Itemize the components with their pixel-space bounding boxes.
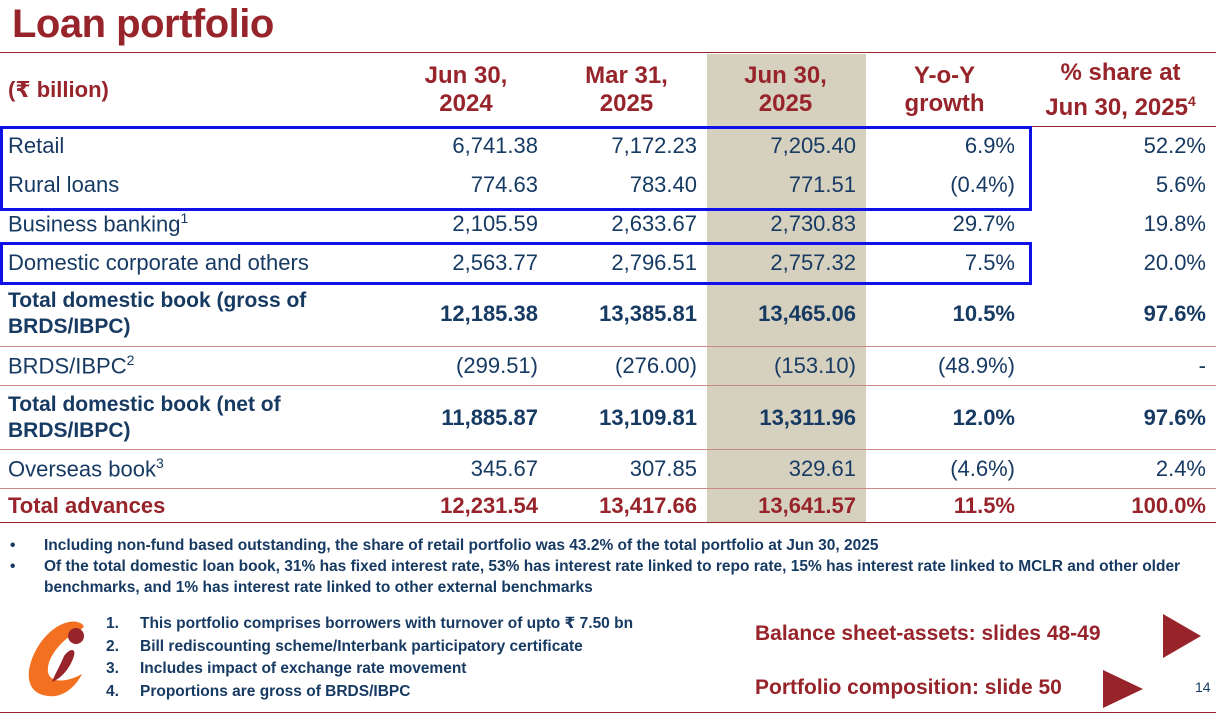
table-header: (₹ billion) Jun 30, 2024 Mar 31, 2025 Jun … [0, 54, 1216, 127]
note-item: Including non-fund based outstanding, th… [8, 535, 1218, 556]
row-total-gross: Total domestic book (gross of BRDS/IBPC)… [0, 282, 1216, 347]
cell-value: 2,796.51 [611, 250, 697, 275]
loan-portfolio-table: (₹ billion) Jun 30, 2024 Mar 31, 2025 Jun … [0, 54, 1216, 524]
row-label: BRDS/IBPC2 [0, 346, 386, 386]
cell-value: 12,185.38 [386, 282, 548, 347]
cell-value: 19.8% [1143, 211, 1206, 236]
cell-value: 20.0% [1143, 250, 1206, 275]
cell-value: 771.51 [788, 172, 856, 197]
bank-logo-icon [28, 621, 84, 697]
row-total-advances: Total advances 12,231.54 13,417.66 13,64… [0, 489, 1216, 524]
row-retail: Retail 6,741.38 7,172.23 7,205.40 6.9% 5… [0, 127, 1216, 166]
cell-value: 2,730.83 [770, 211, 856, 236]
cell-value: 2,757.32 [770, 250, 856, 275]
table-bottom-divider [0, 522, 1216, 523]
footnote-item: 1. This portfolio comprises borrowers wit… [106, 615, 634, 632]
cell-value: 13,385.81 [548, 282, 707, 347]
cell-value: 13,465.06 [707, 282, 866, 347]
cell-value: 13,311.96 [707, 385, 866, 450]
unit-label: (₹ billion) [0, 54, 386, 127]
cell-value: 11.5% [953, 493, 1015, 519]
col-header-share: % share at Jun 30, 20254 [1025, 54, 1216, 127]
cell-value: (0.4%) [950, 172, 1015, 197]
cell-value: 12.0% [866, 385, 1025, 450]
row-label: Overseas book3 [0, 449, 386, 489]
col-header-jun-2025: Jun 30, 2025 [707, 54, 866, 127]
col-header-yoy-growth: Y-o-Y growth [866, 54, 1025, 127]
row-label: Total advances [8, 493, 166, 519]
col-header-jun-2024: Jun 30, 2024 [386, 54, 548, 127]
cell-value: 7,205.40 [770, 133, 856, 159]
cell-value: - [1025, 346, 1216, 386]
row-label: Total domestic book (gross of BRDS/IBPC) [0, 282, 386, 347]
cell-value: 13,641.57 [758, 493, 856, 519]
cell-value: 2,105.59 [452, 211, 538, 236]
cell-value: (299.51) [386, 346, 548, 386]
cell-value: 13,417.66 [599, 493, 697, 519]
row-rural-loans: Rural loans 774.63 783.40 771.51 (0.4%) … [0, 166, 1216, 205]
footnotes-list: 1. This portfolio comprises borrowers wit… [106, 613, 633, 703]
row-label: Domestic corporate and others [8, 250, 309, 275]
cell-value: 2.4% [1025, 449, 1216, 489]
row-label: Business banking1 [8, 210, 189, 237]
cell-value: 52.2% [1143, 133, 1206, 159]
cell-value: 97.6% [1025, 282, 1216, 347]
row-business-banking: Business banking1 2,105.59 2,633.67 2,73… [0, 205, 1216, 244]
cell-value: 97.6% [1025, 385, 1216, 450]
cell-value: 7.5% [964, 250, 1015, 275]
footnote-item: 3. Includes impact of exchange rate movem… [106, 660, 467, 677]
page-number: 14 [1195, 679, 1211, 695]
notes-list: Including non-fund based outstanding, th… [8, 535, 1218, 598]
title-divider [0, 52, 1216, 53]
row-label: Rural loans [8, 172, 120, 197]
row-domestic-corporate: Domestic corporate and others 2,563.77 2… [0, 244, 1216, 283]
page-title: Loan portfolio [12, 2, 274, 46]
footnote-item: 2. Bill rediscounting scheme/Interbank pa… [106, 637, 583, 655]
cell-value: 10.5% [866, 282, 1025, 347]
balance-sheet-arrow-icon[interactable] [1163, 614, 1201, 658]
cell-value: 345.67 [386, 449, 548, 489]
row-brds-ibpc: BRDS/IBPC2 (299.51) (276.00) (153.10) (4… [0, 346, 1216, 386]
portfolio-composition-arrow-icon[interactable] [1103, 670, 1143, 708]
cell-value: 307.85 [548, 449, 707, 489]
cell-value: 783.40 [629, 172, 697, 197]
cell-value: 29.7% [952, 211, 1015, 236]
cell-value: (276.00) [548, 346, 707, 386]
cell-value: 329.61 [707, 449, 866, 489]
cell-value: 2,563.77 [452, 250, 538, 275]
cell-value: 2,633.67 [611, 211, 697, 236]
row-label: Total domestic book (net of BRDS/IBPC) [0, 385, 386, 450]
cell-value: (48.9%) [866, 346, 1025, 386]
col-header-mar-2025: Mar 31, 2025 [548, 54, 707, 127]
row-label: Retail [8, 133, 65, 159]
highlight-box-retail-rural [0, 126, 1032, 211]
balance-sheet-link[interactable]: Balance sheet-assets: slides 48-49 [755, 622, 1101, 645]
highlight-box-domestic-corporate [0, 242, 1032, 285]
cell-value: 774.63 [470, 172, 538, 197]
cell-value: 12,231.54 [440, 493, 538, 519]
cell-value: (153.10) [707, 346, 866, 386]
cell-value: 5.6% [1155, 172, 1206, 197]
row-total-net: Total domestic book (net of BRDS/IBPC) 1… [0, 385, 1216, 450]
note-item: Of the total domestic loan book, 31% has… [8, 556, 1218, 598]
footer-divider [0, 712, 1216, 713]
cell-value: 100.0% [1131, 493, 1206, 519]
cell-value: 13,109.81 [548, 385, 707, 450]
cell-value: (4.6%) [866, 449, 1025, 489]
row-overseas-book: Overseas book3 345.67 307.85 329.61 (4.6… [0, 449, 1216, 489]
cell-value: 6,741.38 [452, 133, 538, 159]
portfolio-composition-link[interactable]: Portfolio composition: slide 50 [755, 676, 1062, 699]
footnote-item: 4. Proportions are gross of BRDS/IBPC [106, 682, 411, 700]
cell-value: 11,885.87 [386, 385, 548, 450]
cell-value: 6.9% [964, 133, 1015, 159]
cell-value: 7,172.23 [611, 133, 697, 159]
